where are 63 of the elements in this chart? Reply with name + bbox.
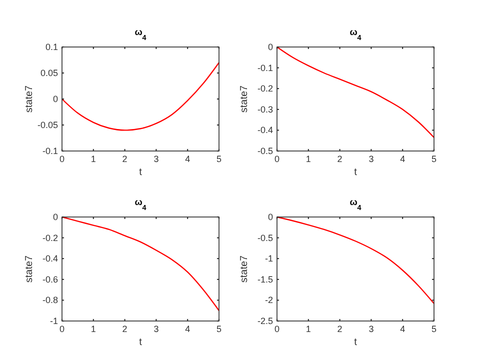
y-axis-title: state7 bbox=[24, 84, 35, 113]
chart-title: ω$_{4}$ bbox=[350, 27, 362, 42]
y-axis-title: state7 bbox=[239, 254, 250, 283]
x-axis-title: t bbox=[354, 337, 358, 348]
y-tick-label: 0 bbox=[52, 212, 58, 222]
y-tick-label: -0.6 bbox=[42, 274, 58, 284]
x-axis-title: t bbox=[139, 167, 142, 178]
y-tick-label: 0.05 bbox=[40, 68, 58, 78]
x-tick-label: 5 bbox=[216, 324, 222, 334]
x-tick-label: 4 bbox=[185, 154, 190, 164]
y-tick-label: -0.4 bbox=[42, 254, 58, 264]
y-tick-label: -0.4 bbox=[257, 125, 273, 136]
x-tick-label: 1 bbox=[306, 324, 311, 334]
y-tick-label: -0.5 bbox=[257, 146, 273, 156]
y-tick-label: -0.5 bbox=[257, 232, 273, 243]
x-axis-title: t bbox=[139, 337, 142, 348]
x-tick-label: 3 bbox=[368, 154, 374, 164]
y-tick-label: -2.5 bbox=[257, 316, 273, 326]
x-tick-label: 3 bbox=[154, 154, 159, 164]
x-tick-label: 5 bbox=[431, 324, 437, 334]
x-tick-label: 3 bbox=[154, 324, 159, 334]
x-tick-label: 2 bbox=[337, 324, 342, 334]
y-tick-label: -2 bbox=[264, 295, 273, 306]
x-tick-label: 5 bbox=[216, 154, 222, 164]
x-tick-label: 2 bbox=[337, 154, 342, 164]
x-tick-label: 4 bbox=[400, 324, 406, 334]
chart-title: ω$_{4}$ bbox=[134, 27, 146, 42]
x-tick-label: 4 bbox=[185, 324, 190, 334]
line-series bbox=[61, 62, 220, 131]
y-tick-label: -1.5 bbox=[257, 274, 273, 284]
line-series bbox=[276, 216, 435, 304]
line-series bbox=[276, 46, 435, 138]
y-tick-label: -0.2 bbox=[42, 232, 58, 243]
x-tick-label: 3 bbox=[368, 324, 374, 334]
y-tick-label: -0.3 bbox=[257, 104, 273, 114]
y-tick-label: -0.1 bbox=[42, 146, 58, 156]
y-tick-label: -1 bbox=[264, 254, 273, 264]
x-tick-label: 1 bbox=[90, 324, 96, 334]
line-series bbox=[61, 216, 220, 312]
x-tick-label: 4 bbox=[400, 154, 406, 164]
x-tick-label: 1 bbox=[90, 154, 96, 164]
y-axis-title: state7 bbox=[239, 84, 250, 113]
x-tick-label: 0 bbox=[59, 324, 65, 334]
x-tick-label: 2 bbox=[122, 154, 128, 164]
y-tick-label: 0 bbox=[268, 212, 273, 222]
y-tick-label: 0 bbox=[52, 94, 58, 104]
y-tick-label: 0.1 bbox=[45, 42, 58, 52]
x-tick-label: 2 bbox=[122, 324, 128, 334]
chart-title: ω$_{4}$ bbox=[350, 197, 362, 212]
chart-title: ω$_{4}$ bbox=[134, 197, 146, 212]
x-axis-title: t bbox=[354, 167, 358, 178]
y-tick-label: -0.1 bbox=[257, 62, 273, 73]
y-tick-label: -0.8 bbox=[42, 295, 58, 306]
x-tick-label: 0 bbox=[274, 324, 280, 334]
x-tick-label: 0 bbox=[274, 154, 280, 164]
y-tick-label: -1 bbox=[50, 316, 58, 326]
x-tick-label: 1 bbox=[306, 154, 311, 164]
y-tick-label: 0 bbox=[268, 42, 273, 52]
y-axis-title: state7 bbox=[24, 254, 35, 283]
x-tick-label: 5 bbox=[431, 154, 437, 164]
x-tick-label: 0 bbox=[59, 154, 65, 164]
y-tick-label: -0.05 bbox=[37, 120, 58, 130]
y-tick-label: -0.2 bbox=[257, 84, 273, 94]
